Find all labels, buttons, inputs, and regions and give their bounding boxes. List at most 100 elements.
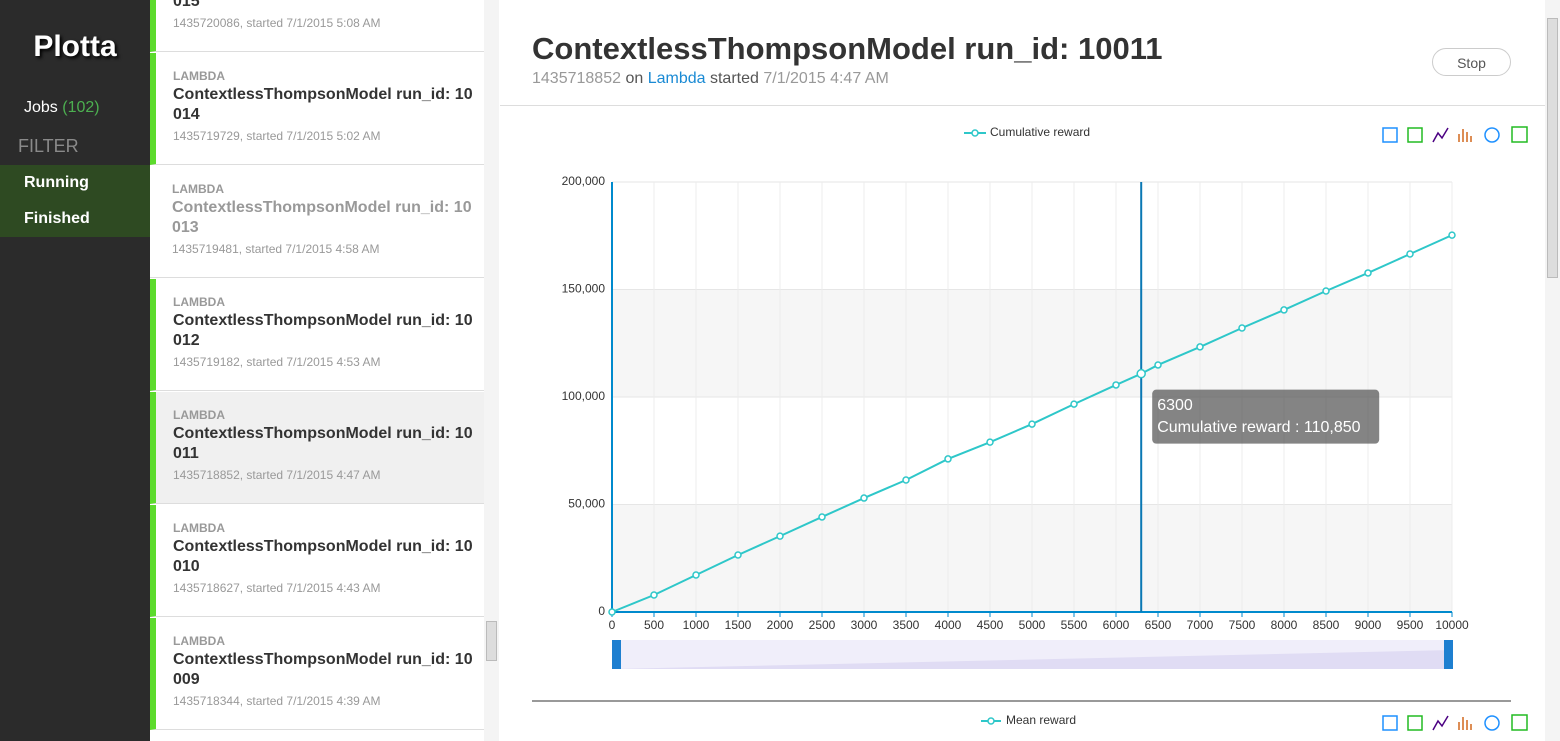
x-tick-label: 8000 bbox=[1271, 618, 1298, 632]
x-tick-label: 1000 bbox=[683, 618, 710, 632]
job-subtitle: 1435720086, started 7/1/2015 5:08 AM bbox=[173, 16, 381, 30]
legend-marker bbox=[987, 717, 995, 725]
x-tick-label: 6000 bbox=[1103, 618, 1130, 632]
brand[interactable]: Plotta bbox=[33, 30, 117, 63]
x-tick-label: 0 bbox=[609, 618, 616, 632]
point bbox=[1364, 269, 1372, 277]
y-tick-label: 0 bbox=[598, 604, 605, 618]
point bbox=[776, 532, 784, 540]
job-item[interactable]: LAMBDA ContextlessThompsonModel run_id: 1… bbox=[150, 279, 484, 391]
point bbox=[1280, 306, 1288, 314]
job-category: LAMBDA bbox=[173, 634, 225, 648]
zoom-handle[interactable] bbox=[1444, 640, 1453, 669]
job-subtitle: 1435719729, started 7/1/2015 5:02 AM bbox=[173, 129, 381, 143]
point bbox=[1070, 400, 1078, 408]
job-subtitle: 1435718627, started 7/1/2015 4:43 AM bbox=[173, 581, 381, 595]
x-tick-label: 9500 bbox=[1397, 618, 1424, 632]
filter-item[interactable]: Finished bbox=[24, 210, 90, 227]
x-tick-label: 3000 bbox=[851, 618, 878, 632]
legend-marker bbox=[971, 129, 979, 137]
x-tick-label: 9000 bbox=[1355, 618, 1382, 632]
x-tick-label: 500 bbox=[644, 618, 664, 632]
job-title: ContextlessThompsonModel run_id: 10015 bbox=[173, 0, 200, 10]
job-item[interactable]: LAMBDA ContextlessThompsonModel run_id: 1… bbox=[150, 166, 484, 278]
x-tick-label: 6500 bbox=[1145, 618, 1172, 632]
point bbox=[1322, 287, 1330, 295]
job-subtitle: 1435719481, started 7/1/2015 4:58 AM bbox=[172, 242, 380, 256]
point bbox=[1112, 381, 1120, 389]
legend-label: Mean reward bbox=[1006, 713, 1076, 727]
date: 7/1/2015 4:47 AM bbox=[763, 70, 889, 87]
tooltip bbox=[1152, 389, 1380, 444]
jobs-label: Jobs bbox=[24, 99, 58, 116]
job-subtitle: 1435718852, started 7/1/2015 4:47 AM bbox=[173, 468, 381, 482]
job-title: ContextlessThompsonModel run_id: 10010 bbox=[173, 538, 473, 575]
scrollbar[interactable] bbox=[484, 0, 499, 741]
job-id: 1435718852 bbox=[532, 70, 621, 87]
text: started bbox=[709, 70, 759, 87]
filter-item[interactable]: Running bbox=[24, 174, 89, 191]
tooltip-text: Cumulative reward : 110,850 bbox=[1157, 419, 1360, 436]
x-tick-label: 2000 bbox=[767, 618, 794, 632]
job-subtitle: 1435718344, started 7/1/2015 4:39 AM bbox=[173, 694, 381, 708]
x-tick-label: 4500 bbox=[977, 618, 1004, 632]
point bbox=[1406, 250, 1414, 258]
x-tick-label: 8500 bbox=[1313, 618, 1340, 632]
point bbox=[1154, 361, 1162, 369]
point bbox=[902, 476, 910, 484]
job-category: LAMBDA bbox=[173, 521, 225, 535]
toolbox bbox=[1382, 126, 1528, 731]
point bbox=[692, 571, 700, 579]
x-tick-label: 3500 bbox=[893, 618, 920, 632]
job-title: ContextlessThompsonModel run_id: 10014 bbox=[173, 86, 473, 123]
scrollbar[interactable] bbox=[1545, 0, 1560, 741]
data-zoom-shadow bbox=[612, 650, 1452, 669]
filter-label: FILTER bbox=[18, 136, 79, 156]
job-item[interactable]: LAMBDA ContextlessThompsonModel run_id: 1… bbox=[150, 53, 484, 165]
x-tick-label: 7500 bbox=[1229, 618, 1256, 632]
zoom-handle[interactable] bbox=[612, 640, 621, 669]
job-title: ContextlessThompsonModel run_id: 10012 bbox=[173, 312, 473, 349]
point bbox=[734, 551, 742, 559]
link[interactable]: Lambda bbox=[647, 70, 706, 87]
job-category: LAMBDA bbox=[173, 408, 225, 422]
job-title: ContextlessThompsonModel run_id: 10011 bbox=[532, 31, 1163, 66]
point bbox=[650, 591, 658, 599]
job-item[interactable]: LAMBDA ContextlessThompsonModel run_id: 1… bbox=[150, 505, 484, 617]
point bbox=[1196, 343, 1204, 351]
line bbox=[611, 234, 1453, 613]
point bbox=[818, 513, 826, 521]
point bbox=[986, 438, 994, 446]
job-category: LAMBDA bbox=[172, 182, 224, 196]
point bbox=[1238, 324, 1246, 332]
jobs-link[interactable]: Jobs (102) bbox=[24, 99, 100, 117]
job-category: LAMBDA bbox=[173, 295, 225, 309]
job-subtitle: 1435718852 on Lambda started 7/1/2015 4:… bbox=[532, 70, 889, 88]
x-tick-label: 4000 bbox=[935, 618, 962, 632]
job-title: ContextlessThompsonModel run_id: 10009 bbox=[173, 651, 473, 688]
x-tick-label: 10000 bbox=[1435, 618, 1469, 632]
x-tick-label: 2500 bbox=[809, 618, 836, 632]
job-title: ContextlessThompsonModel run_id: 10013 bbox=[172, 199, 472, 236]
y-tick-label: 50,000 bbox=[568, 497, 605, 511]
stop-button[interactable]: Stop bbox=[1432, 48, 1511, 76]
y-tick-label: 200,000 bbox=[562, 174, 606, 188]
tooltip-x: 6300 bbox=[1157, 397, 1193, 414]
x-tick-label: 5000 bbox=[1019, 618, 1046, 632]
point bbox=[608, 608, 616, 616]
job-item[interactable]: LAMBDA ContextlessThompsonModel run_id: 1… bbox=[150, 618, 484, 730]
x-tick-label: 5500 bbox=[1061, 618, 1088, 632]
filter-box: Running Finished bbox=[0, 165, 150, 237]
point bbox=[944, 455, 952, 463]
point bbox=[860, 494, 868, 502]
x-tick-label: 7000 bbox=[1187, 618, 1214, 632]
legend-label: Cumulative reward bbox=[990, 125, 1090, 139]
jobs-count: (102) bbox=[62, 99, 100, 116]
point bbox=[1136, 368, 1146, 379]
x-tick-label: 1500 bbox=[725, 618, 752, 632]
job-category: LAMBDA bbox=[173, 69, 225, 83]
y-tick-label: 100,000 bbox=[562, 389, 606, 403]
y-tick-label: 150,000 bbox=[562, 282, 606, 296]
